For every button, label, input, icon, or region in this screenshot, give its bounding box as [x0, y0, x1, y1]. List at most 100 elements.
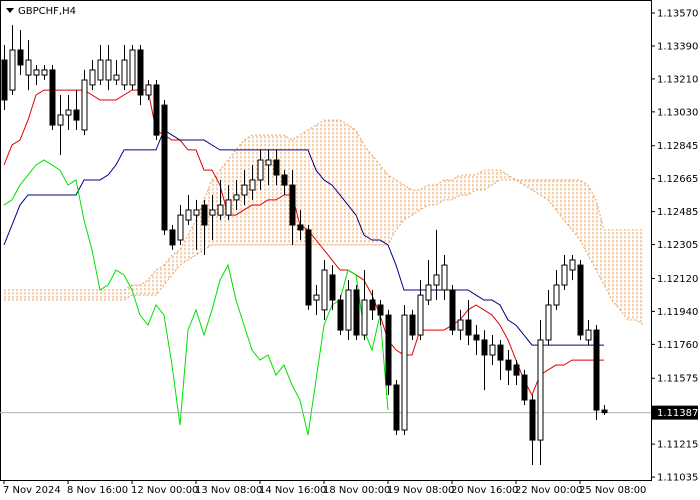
candle-body [73, 109, 80, 121]
y-tick-label: 1.11035 [657, 473, 698, 484]
candle-body [417, 294, 424, 336]
y-tick-label: 1.12665 [657, 174, 698, 185]
candle-body [385, 314, 392, 386]
candle-body [137, 49, 144, 96]
candle-body [449, 289, 456, 331]
candle-body [521, 374, 528, 401]
candle-body [577, 264, 584, 336]
y-tick-label: 1.11940 [657, 307, 698, 318]
candle-body [289, 184, 296, 226]
candle-body [393, 384, 400, 431]
candle-body [425, 284, 432, 301]
candle-body [161, 104, 168, 231]
candle-body [33, 69, 40, 76]
y-tick-label: 1.11575 [657, 374, 698, 385]
cloud-fill [4, 120, 644, 326]
candle-body [89, 69, 96, 86]
cloud-span-b [4, 179, 644, 301]
candle-body [553, 284, 560, 306]
candle-body [81, 79, 88, 131]
candle-body [113, 74, 120, 81]
candle-body [529, 399, 536, 441]
candle-body [497, 344, 504, 361]
y-tick-label: 1.12845 [657, 141, 698, 152]
candle-body [481, 339, 488, 356]
candle-body [297, 224, 304, 231]
indicator-line [3, 129, 604, 346]
x-tick-label: 22 Nov 00:00 [515, 485, 582, 496]
candle-body [321, 269, 328, 311]
candle-body [105, 59, 112, 81]
candle-body [353, 289, 360, 336]
candle-body [465, 319, 472, 336]
current-price-tag [652, 405, 698, 420]
candle-body [65, 109, 72, 116]
cloud-span-a [4, 119, 645, 326]
x-tick-label: 12 Nov 00:00 [131, 485, 198, 496]
dropdown-icon[interactable] [6, 8, 14, 13]
candle-body [361, 299, 368, 336]
candle-body [121, 59, 128, 86]
candle-body [225, 199, 232, 216]
x-tick-label: 14 Nov 16:00 [259, 485, 326, 496]
candle-body [17, 49, 24, 66]
candle-body [561, 264, 568, 286]
y-tick-label: 1.13570 [657, 8, 698, 19]
x-tick-label: 8 Nov 16:00 [67, 485, 128, 496]
candle-body [401, 314, 408, 431]
y-tick-label: 1.12120 [657, 274, 698, 285]
candle-body [345, 289, 352, 331]
candle-body [337, 299, 344, 331]
candle-body [489, 344, 496, 356]
candle-body [569, 259, 576, 271]
candle-body [377, 304, 384, 316]
y-tick-label: 1.12485 [657, 207, 698, 218]
y-tick-label: 1.13030 [657, 107, 698, 118]
candle-body [281, 174, 288, 186]
candle-body [217, 204, 224, 216]
candle-body [585, 329, 592, 341]
candle-body [241, 184, 248, 196]
candle-body [57, 114, 64, 126]
y-tick-label: 1.11760 [657, 340, 698, 351]
candle-body [513, 364, 520, 376]
candle-body [1, 59, 8, 101]
candle-body [249, 179, 256, 191]
current-price-label: 1.11387 [657, 408, 698, 419]
candle-body [193, 209, 200, 216]
candle-body [41, 69, 48, 76]
candle-body [129, 49, 136, 86]
candle-body [457, 319, 464, 331]
candle-body [441, 264, 448, 291]
candle-body [177, 214, 184, 241]
candle-body [537, 339, 544, 441]
y-tick-label: 1.13390 [657, 41, 698, 52]
candle-body [185, 209, 192, 221]
candle-body [233, 194, 240, 201]
x-tick-label: 19 Nov 08:00 [387, 485, 454, 496]
candle-body [257, 159, 264, 181]
candle-body [329, 274, 336, 301]
y-tick-label: 1.11215 [657, 440, 698, 451]
y-tick-label: 1.12305 [657, 240, 698, 251]
candle-body [593, 329, 600, 411]
indicator-line [3, 89, 604, 397]
candle-body [409, 314, 416, 336]
candle-body [601, 409, 608, 414]
candle-body [273, 159, 280, 176]
candle-body [145, 84, 152, 96]
candle-body [313, 294, 320, 301]
candle-body [473, 334, 480, 341]
candle-body [209, 209, 216, 216]
candle-body [505, 359, 512, 371]
candle-body [265, 159, 272, 166]
candle-body [305, 229, 312, 306]
candle-body [201, 204, 208, 226]
candle-body [97, 59, 104, 81]
candle-body [25, 59, 32, 76]
chart-title: GBPCHF,H4 [18, 6, 76, 17]
x-tick-label: 20 Nov 16:00 [451, 485, 518, 496]
candle-body [545, 304, 552, 341]
